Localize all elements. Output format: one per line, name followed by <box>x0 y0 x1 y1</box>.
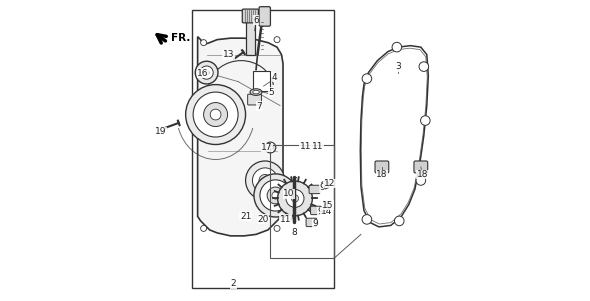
Text: 8: 8 <box>291 228 297 237</box>
Text: 16: 16 <box>197 69 208 78</box>
Ellipse shape <box>253 90 260 94</box>
Text: 3: 3 <box>395 62 401 71</box>
Text: 4: 4 <box>271 73 277 82</box>
Text: 15: 15 <box>322 200 334 209</box>
Circle shape <box>278 181 312 216</box>
FancyBboxPatch shape <box>259 7 270 26</box>
Text: 9: 9 <box>317 207 323 216</box>
Circle shape <box>274 37 280 43</box>
Text: 11: 11 <box>280 215 291 224</box>
Circle shape <box>245 161 284 200</box>
Polygon shape <box>198 37 283 236</box>
Text: 21: 21 <box>240 212 251 221</box>
Text: 6: 6 <box>253 16 259 25</box>
Text: 19: 19 <box>155 127 167 136</box>
Circle shape <box>265 142 276 153</box>
Text: 13: 13 <box>223 50 234 59</box>
Text: 12: 12 <box>324 179 335 188</box>
Text: 14: 14 <box>321 207 332 216</box>
Circle shape <box>254 174 297 217</box>
Circle shape <box>416 176 425 185</box>
Circle shape <box>267 187 284 204</box>
Circle shape <box>195 61 218 84</box>
FancyBboxPatch shape <box>414 161 428 173</box>
FancyBboxPatch shape <box>248 94 261 105</box>
Text: FR.: FR. <box>171 33 190 43</box>
Circle shape <box>200 66 213 79</box>
FancyBboxPatch shape <box>310 206 322 215</box>
Bar <box>253 71 270 91</box>
Circle shape <box>268 145 273 150</box>
Circle shape <box>272 192 279 199</box>
Circle shape <box>395 216 404 226</box>
Text: 2: 2 <box>231 279 237 288</box>
Text: 17: 17 <box>261 143 273 152</box>
Circle shape <box>201 40 206 46</box>
Text: 7: 7 <box>256 102 262 111</box>
Circle shape <box>260 180 291 211</box>
FancyBboxPatch shape <box>309 185 320 194</box>
Circle shape <box>421 116 430 125</box>
Circle shape <box>193 92 238 137</box>
Text: 11: 11 <box>312 141 323 150</box>
FancyBboxPatch shape <box>242 9 258 23</box>
Polygon shape <box>323 203 328 210</box>
Bar <box>192 10 334 288</box>
Text: 9: 9 <box>313 219 318 228</box>
Circle shape <box>204 103 228 126</box>
Circle shape <box>362 74 372 83</box>
Text: 18: 18 <box>417 170 428 179</box>
Text: 20: 20 <box>257 215 268 224</box>
Bar <box>270 144 334 258</box>
FancyBboxPatch shape <box>306 218 317 227</box>
Circle shape <box>392 42 402 52</box>
Bar <box>245 16 255 54</box>
Circle shape <box>204 70 209 75</box>
Text: 5: 5 <box>268 88 274 97</box>
Ellipse shape <box>250 89 262 95</box>
Circle shape <box>321 181 329 189</box>
Text: 10: 10 <box>283 189 295 198</box>
Circle shape <box>186 85 245 144</box>
Circle shape <box>259 175 271 186</box>
FancyBboxPatch shape <box>375 161 389 173</box>
Text: 18: 18 <box>376 170 388 179</box>
Polygon shape <box>360 46 428 227</box>
Circle shape <box>291 195 299 202</box>
Circle shape <box>274 225 280 231</box>
Text: 9: 9 <box>319 183 325 192</box>
Circle shape <box>419 62 428 71</box>
Circle shape <box>362 215 372 224</box>
Circle shape <box>253 168 278 193</box>
Circle shape <box>201 225 206 231</box>
Text: 11: 11 <box>300 141 312 150</box>
Circle shape <box>210 109 221 120</box>
Circle shape <box>286 189 304 207</box>
